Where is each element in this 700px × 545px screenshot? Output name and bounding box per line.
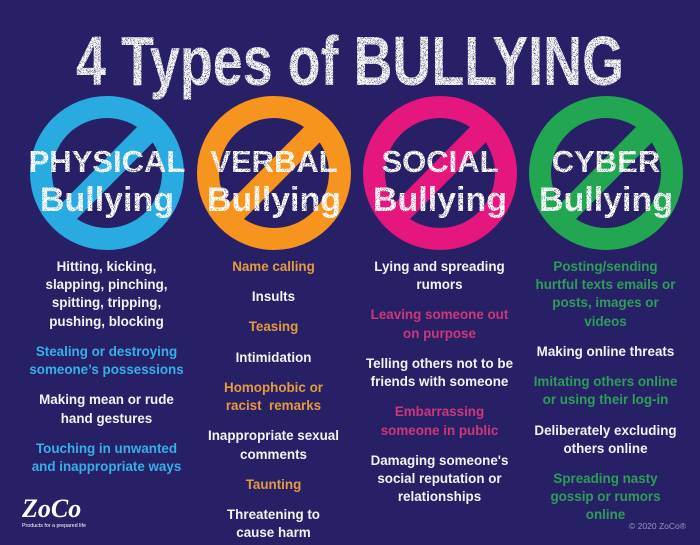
svg-text:ZoCo: ZoCo: [22, 495, 81, 523]
svg-text:PHYSICAL: PHYSICAL: [29, 144, 186, 179]
svg-text:Bullying: Bullying: [373, 181, 507, 219]
svg-text:CYBER: CYBER: [552, 144, 661, 179]
svg-text:Bullying: Bullying: [207, 181, 341, 219]
svg-text:Bullying: Bullying: [539, 181, 673, 219]
svg-text:Bullying: Bullying: [40, 181, 174, 219]
svg-text:Products for a prepared life: Products for a prepared life: [22, 523, 86, 529]
svg-text:VERBAL: VERBAL: [210, 144, 337, 179]
svg-text:4 Types of BULLYING: 4 Types of BULLYING: [76, 22, 624, 100]
svg-text:SOCIAL: SOCIAL: [381, 144, 498, 179]
